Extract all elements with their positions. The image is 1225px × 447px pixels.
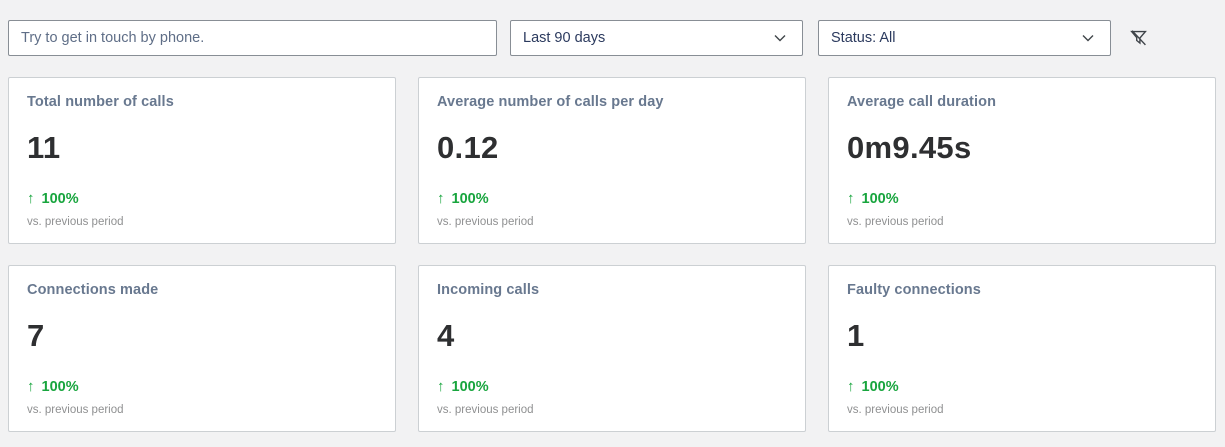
compare-label: vs. previous period	[847, 216, 944, 228]
stat-card-title: Connections made	[27, 282, 159, 298]
stat-card-connections-made: Connections made 7 ↑ 100% vs. previous p…	[8, 265, 396, 432]
trend-up-icon: ↑	[437, 190, 445, 207]
filter-off-icon	[1128, 27, 1150, 52]
trend-change: 100%	[451, 378, 489, 395]
stat-card-trend: ↑ 100%	[437, 190, 787, 207]
stat-card-trend: ↑ 100%	[847, 190, 1197, 207]
date-range-dropdown[interactable]: Last 90 days	[510, 20, 803, 56]
filter-toolbar: Last 90 days Status: All	[0, 0, 1225, 70]
trend-up-icon: ↑	[27, 378, 35, 395]
chevron-down-icon	[1080, 30, 1096, 46]
clear-filters-button[interactable]	[1124, 26, 1154, 52]
trend-up-icon: ↑	[437, 378, 445, 395]
stat-card-value: 7	[27, 318, 45, 353]
stat-card-avg-calls-per-day: Average number of calls per day 0.12 ↑ 1…	[418, 77, 806, 244]
trend-up-icon: ↑	[27, 190, 35, 207]
stat-card-value: 0m9.45s	[847, 130, 972, 165]
stat-card-value: 0.12	[437, 130, 499, 165]
compare-label: vs. previous period	[27, 216, 124, 228]
stat-card-title: Average call duration	[847, 94, 997, 110]
stat-card-total-calls: Total number of calls 11 ↑ 100% vs. prev…	[8, 77, 396, 244]
status-dropdown[interactable]: Status: All	[818, 20, 1111, 56]
stat-card-title: Incoming calls	[437, 282, 540, 298]
stat-card-faulty-connections: Faulty connections 1 ↑ 100% vs. previous…	[828, 265, 1216, 432]
stat-card-title: Total number of calls	[27, 94, 174, 110]
compare-label: vs. previous period	[437, 404, 534, 416]
trend-change: 100%	[861, 190, 899, 207]
trend-change: 100%	[41, 190, 79, 207]
stat-card-trend: ↑ 100%	[27, 378, 377, 395]
compare-label: vs. previous period	[847, 404, 944, 416]
stat-card-incoming-calls: Incoming calls 4 ↑ 100% vs. previous per…	[418, 265, 806, 432]
stat-card-trend: ↑ 100%	[847, 378, 1197, 395]
stat-card-title: Faulty connections	[847, 282, 981, 298]
trend-change: 100%	[41, 378, 79, 395]
status-value: Status: All	[831, 30, 896, 46]
search-input[interactable]	[8, 20, 497, 56]
trend-up-icon: ↑	[847, 190, 855, 207]
chevron-down-icon	[772, 30, 788, 46]
compare-label: vs. previous period	[437, 216, 534, 228]
trend-change: 100%	[861, 378, 899, 395]
stat-card-avg-call-duration: Average call duration 0m9.45s ↑ 100% vs.…	[828, 77, 1216, 244]
stat-card-trend: ↑ 100%	[27, 190, 377, 207]
stat-card-title: Average number of calls per day	[437, 94, 664, 110]
stat-card-value: 4	[437, 318, 455, 353]
trend-up-icon: ↑	[847, 378, 855, 395]
stat-card-trend: ↑ 100%	[437, 378, 787, 395]
trend-change: 100%	[451, 190, 489, 207]
date-range-value: Last 90 days	[523, 30, 606, 46]
stat-card-value: 11	[27, 130, 61, 165]
stat-card-value: 1	[847, 318, 865, 353]
compare-label: vs. previous period	[27, 404, 124, 416]
